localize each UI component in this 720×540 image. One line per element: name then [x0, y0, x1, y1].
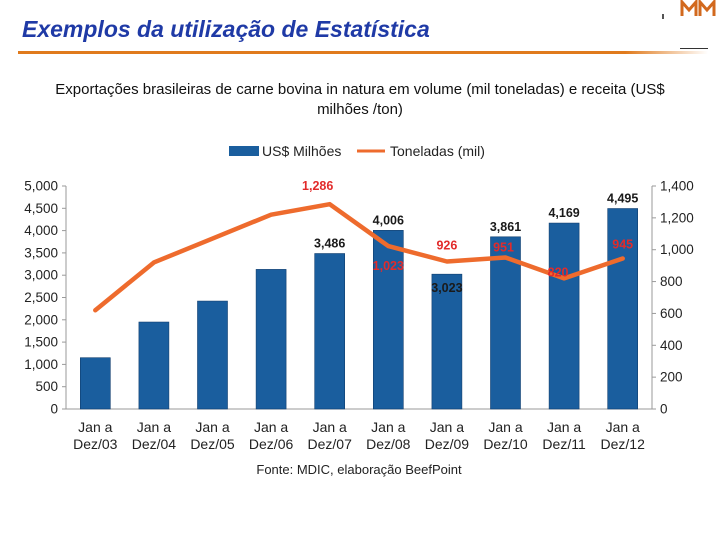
- line-data-label: 1,286: [302, 179, 333, 193]
- right-tick-label: 200: [660, 370, 683, 385]
- bar-data-label: 3,861: [490, 220, 521, 234]
- x-tick-label: Jan a: [254, 419, 288, 435]
- slide-title: Exemplos da utilização de Estatística: [22, 16, 430, 42]
- x-tick-label: Jan a: [371, 419, 405, 435]
- right-tick-label: 0: [660, 402, 668, 417]
- x-tick-label: Dez/03: [73, 436, 118, 452]
- right-tick-label: 600: [660, 306, 683, 321]
- x-tick-label: Jan a: [195, 419, 229, 435]
- left-tick-label: 3,500: [24, 245, 58, 260]
- left-tick-label: 0: [50, 402, 58, 417]
- x-tick-label: Dez/08: [366, 436, 411, 452]
- left-tick-label: 4,000: [24, 223, 58, 238]
- bar-data-label: 4,006: [373, 213, 404, 227]
- left-tick-label: 5,000: [24, 179, 58, 194]
- left-tick-label: 3,000: [24, 268, 58, 283]
- right-tick-label: 400: [660, 338, 683, 353]
- x-tick-label: Dez/09: [425, 436, 470, 452]
- x-tick-label: Jan a: [606, 419, 640, 435]
- x-tick-label: Jan a: [430, 419, 464, 435]
- bar: [548, 222, 580, 410]
- bar: [80, 357, 111, 410]
- x-tick-label: Jan a: [488, 419, 522, 435]
- left-tick-label: 1,500: [24, 335, 58, 350]
- legend-label-line: Toneladas (mil): [390, 143, 485, 159]
- line-data-label: 820: [548, 265, 569, 279]
- x-tick-label: Jan a: [313, 419, 347, 435]
- line-data-label: 1,023: [373, 259, 404, 273]
- line-data-label: 945: [612, 237, 633, 251]
- x-tick-label: Jan a: [78, 419, 112, 435]
- logo-icon: [680, 0, 716, 16]
- right-tick-label: 800: [660, 274, 683, 289]
- left-tick-label: 500: [35, 379, 58, 394]
- bar: [490, 236, 521, 410]
- x-tick-label: Dez/12: [601, 436, 646, 452]
- title-underline: [18, 51, 708, 54]
- bar: [431, 273, 463, 410]
- corner-line: [680, 48, 708, 49]
- bar-data-label: 3,486: [314, 237, 345, 251]
- left-tick-label: 2,000: [24, 312, 58, 327]
- legend-swatch-bars: [229, 146, 259, 156]
- right-tick-label: 1,200: [660, 210, 694, 225]
- bar-data-label: 3,023: [431, 281, 462, 295]
- bar: [314, 253, 346, 410]
- bar-data-label: 4,169: [548, 206, 579, 220]
- line-data-label: 926: [436, 239, 457, 253]
- bar: [607, 208, 639, 410]
- line-series-tonnes: [93, 201, 625, 313]
- bar: [138, 321, 170, 410]
- left-tick-label: 4,500: [24, 201, 58, 216]
- right-tick-label: 1,400: [660, 179, 694, 194]
- x-tick-label: Jan a: [137, 419, 171, 435]
- bar-data-label: 4,495: [607, 192, 638, 206]
- source-note: Fonte: MDIC, elaboração BeefPoint: [256, 462, 462, 477]
- right-tick-label: 1,000: [660, 242, 694, 257]
- bar: [372, 230, 404, 410]
- x-tick-label: Dez/04: [132, 436, 177, 452]
- bar: [197, 300, 228, 410]
- x-tick-label: Dez/10: [483, 436, 528, 452]
- legend-label-bars: US$ Milhões: [262, 143, 341, 159]
- bar: [255, 269, 287, 410]
- chart-subtitle: Exportações brasileiras de carne bovina …: [55, 81, 665, 118]
- x-tick-label: Jan a: [547, 419, 581, 435]
- x-tick-label: Dez/05: [190, 436, 235, 452]
- corner-mark: [662, 14, 664, 19]
- left-tick-label: 1,000: [24, 357, 58, 372]
- left-tick-label: 2,500: [24, 290, 58, 305]
- x-tick-label: Dez/07: [308, 436, 353, 452]
- line-data-label: 951: [493, 241, 514, 255]
- x-tick-label: Dez/11: [542, 436, 586, 452]
- x-tick-label: Dez/06: [249, 436, 294, 452]
